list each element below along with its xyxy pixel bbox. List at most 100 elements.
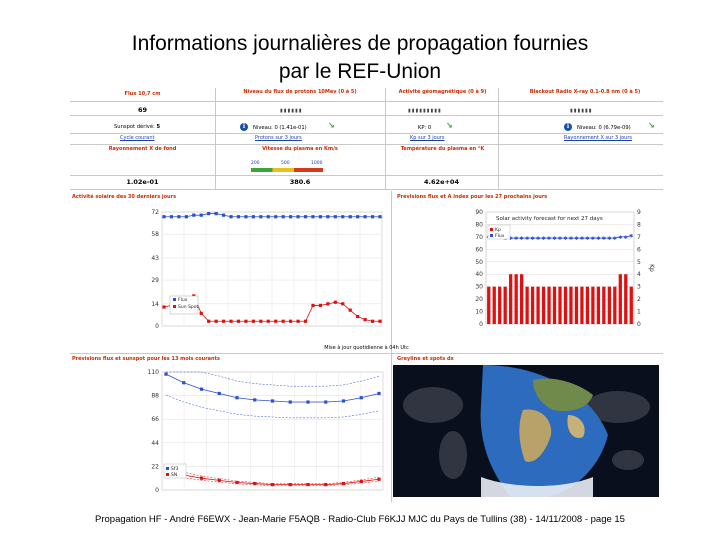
data-point [303, 215, 308, 219]
legend-box [163, 463, 187, 479]
flux-point: ✱ [558, 236, 563, 242]
y-tick-label: 0 [155, 487, 159, 494]
data-point [199, 311, 203, 315]
data-point [341, 399, 346, 403]
flux-point: ✱ [569, 236, 574, 242]
xray-background-header: Rayonnement X de fond [108, 146, 177, 152]
flux-value: 69 [137, 106, 148, 114]
kp-bar [492, 286, 496, 324]
data-point [281, 215, 285, 219]
data-point [199, 476, 204, 480]
kp-bar [624, 274, 628, 324]
data-point [244, 215, 248, 219]
data-point [306, 400, 310, 404]
flux-point: ✱ [552, 236, 557, 242]
protons-link[interactable]: Protons sur 3 jours [255, 135, 302, 141]
flux-point: ✱ [618, 235, 623, 241]
kp-link[interactable]: Kp sur 3 jours [410, 135, 445, 141]
table-divider [215, 88, 216, 189]
data-point [251, 215, 255, 219]
kp-bar [629, 286, 633, 324]
confidence-band [165, 473, 380, 486]
data-point [363, 318, 367, 322]
data-point [311, 303, 315, 308]
data-point [370, 319, 375, 323]
day-landmasses [519, 378, 593, 462]
data-point [318, 215, 323, 219]
blackout-level-bars: ▮▮▮▮▮▮ [570, 108, 593, 114]
data-point [229, 319, 233, 323]
confidence-band [166, 371, 380, 387]
cycle-link[interactable]: Cycle courant [120, 135, 155, 141]
data-point [162, 215, 166, 219]
data-point [341, 302, 345, 306]
data-point [356, 215, 360, 219]
data-point [333, 215, 337, 219]
y-tick-label-right: 0 [637, 321, 641, 328]
data-point [326, 302, 330, 306]
data-point [326, 215, 330, 219]
kp-bar [558, 286, 562, 324]
greyline-header: Greyline et spots dx [397, 356, 454, 362]
flux-point: ✱ [574, 236, 579, 242]
data-point [169, 215, 174, 219]
proton-level: Niveau: 0 (1.41e-01) [253, 125, 307, 131]
data-point [244, 319, 248, 323]
data-point [192, 213, 196, 217]
proton-header: Niveau du flux de protons 10Mev (0 à 5) [243, 89, 357, 95]
data-point [274, 215, 278, 219]
flux-point: ✱ [580, 236, 585, 242]
y-tick-label-right: 3 [637, 284, 641, 291]
data-point [341, 215, 345, 219]
kp-bar [530, 286, 535, 324]
flux-point: ✱ [514, 236, 519, 242]
flux-point: ✱ [602, 236, 607, 242]
table-divider [70, 189, 663, 190]
y-tick-label-right: 4 [637, 271, 641, 278]
legend-swatch [166, 467, 169, 470]
blackout-level: Niveau: 0 (6.79e-09) [577, 125, 631, 131]
y-tick-label: 58 [151, 231, 159, 238]
flux-point: ✱ [536, 236, 541, 242]
flux-point: ✱ [629, 234, 634, 240]
table-divider [70, 115, 663, 116]
legend-box [487, 224, 511, 240]
trend-down-arrow-icon: ↘ [328, 121, 335, 130]
data-point [253, 398, 257, 402]
chart-title: Solar activity forecast for next 27 days [496, 216, 603, 222]
y-tick-label-left: 90 [475, 209, 483, 216]
data-point [207, 319, 211, 323]
geomagnetic-level-bars: ▮▮▮▮▮▮▮▮▮ [408, 108, 442, 114]
data-point [184, 215, 188, 219]
flux-point: ✱ [563, 236, 568, 242]
data-point [296, 215, 300, 219]
kp-bar [503, 286, 507, 324]
info-icon[interactable]: i [564, 123, 572, 131]
kp-bar [552, 286, 557, 324]
slide-title-line1: Informations journalières de propagation… [131, 32, 589, 55]
flux-point: ✱ [541, 236, 546, 242]
data-point [221, 319, 226, 323]
geomagnetic-header: Activité géomagnétique (0 à 9) [398, 89, 487, 95]
kp-bar [563, 286, 568, 324]
data-point [236, 319, 241, 323]
wind-scale-min: 200 [251, 161, 260, 166]
legend-label: Flux [178, 297, 188, 303]
slide-footer: Propagation HF - André F6EWX - Jean-Mari… [95, 514, 625, 525]
legend-label: Sun Spot [178, 304, 198, 310]
xray-3days-link[interactable]: Rayonnement X sur 3 jours [564, 135, 633, 141]
legend-swatch [173, 305, 176, 308]
table-divider [498, 88, 499, 189]
data-point [274, 319, 278, 323]
y-tick-label-right: 5 [637, 259, 641, 266]
y-tick-label-right: 1 [637, 309, 641, 316]
data-point [341, 481, 346, 486]
sunspot-label: Sunspot dérivé: 5 [114, 124, 161, 130]
right-axis-label: Kp [648, 264, 655, 272]
y-tick-label: 0 [155, 323, 159, 330]
info-icon[interactable]: i [240, 123, 248, 131]
xray-background-value: 1.02e-01 [126, 178, 159, 186]
flux-point: ✱ [613, 236, 618, 242]
flux-point: ✱ [624, 235, 629, 241]
